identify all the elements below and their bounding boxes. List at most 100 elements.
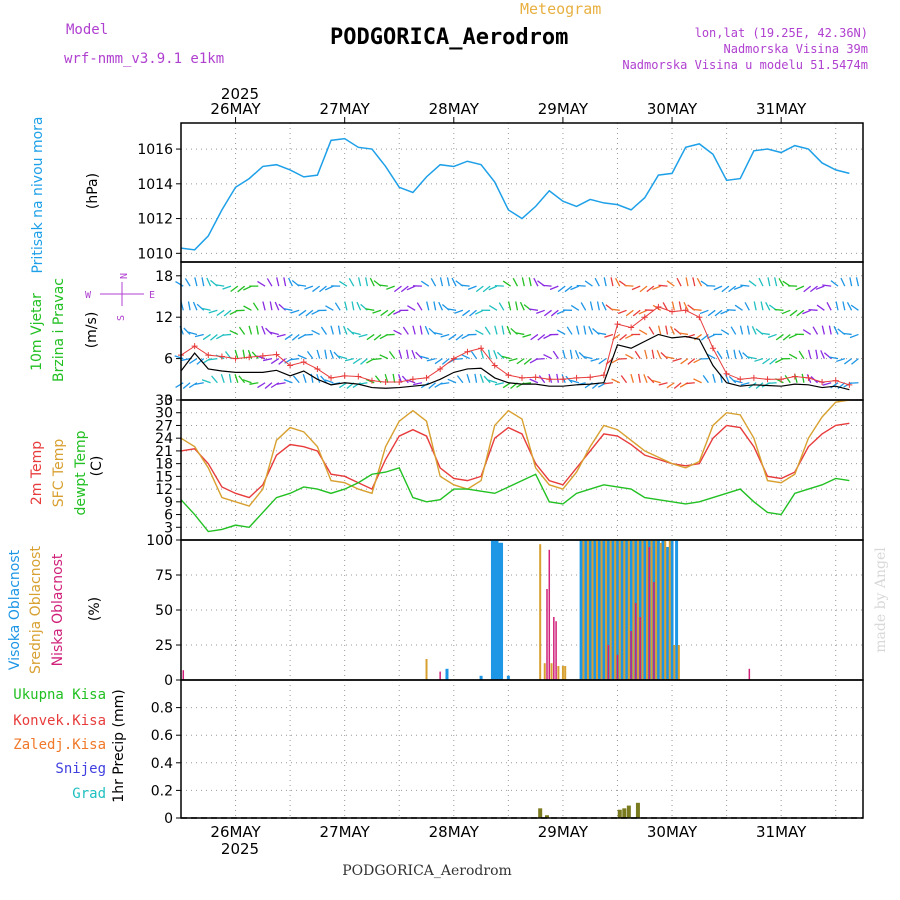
- wind-arrow: [324, 285, 334, 291]
- legend-total-rain: Ukupna Kisa: [13, 687, 106, 703]
- wind-arrow: [366, 333, 375, 341]
- wind-arrow: [469, 309, 477, 317]
- wind-arrow: [446, 277, 450, 287]
- wind-arrow: [658, 284, 668, 287]
- wind-arrow: [305, 309, 314, 317]
- wind-gust-marker: [341, 372, 348, 379]
- top-year-label: 2025: [221, 85, 259, 103]
- date-axes: 26MAY 26MAY 27MAY 27MAY 28MAY 28MAY 29MAY 29MAY…: [210, 100, 807, 841]
- wind-arrow: [639, 285, 648, 293]
- wind-arrow: [434, 358, 443, 365]
- cloud-high-bar: [620, 540, 624, 680]
- wind-arrow: [744, 302, 750, 311]
- wind-arrow: [687, 358, 696, 365]
- wind-arrow: [380, 309, 389, 317]
- temp-sfc-line: [180, 399, 850, 507]
- wind-arrow: [426, 357, 436, 362]
- wind-arrow: [243, 285, 252, 291]
- wind-arrow: [782, 333, 791, 341]
- wind-arrow: [211, 375, 218, 384]
- temp-ytick-label: 9: [164, 495, 173, 511]
- compass-n: N: [119, 273, 130, 279]
- wind-arrow: [712, 373, 716, 383]
- wind-arrow: [304, 285, 314, 290]
- wind-arrow: [344, 357, 354, 362]
- wind-arrow: [557, 285, 566, 293]
- wind-arrow: [346, 327, 355, 335]
- wind-arrow: [821, 325, 825, 335]
- wind-arrow: [588, 325, 594, 335]
- precip-panel: 0 0.2 0.4 0.6 0.8: [151, 679, 864, 827]
- wind-arrow: [276, 333, 286, 338]
- wind-arrow: [453, 357, 463, 361]
- wind-arrow: [583, 355, 593, 360]
- lonlat-label: lon,lat (19.25E, 42.36N): [695, 26, 868, 40]
- wind-arrow: [194, 382, 204, 386]
- wind-gust-marker: [519, 374, 525, 381]
- wind-arrow: [583, 325, 587, 335]
- wind-arrow: [767, 382, 777, 385]
- wind-gust-marker: [191, 343, 198, 350]
- wind-arrow: [406, 349, 409, 359]
- wind-arrow: [215, 284, 225, 287]
- wind-arrow: [419, 325, 423, 335]
- wind-arrow: [660, 352, 668, 360]
- wind-gust-marker: [232, 355, 239, 362]
- wind-arrow: [316, 374, 321, 383]
- wind-arrow: [456, 375, 464, 384]
- wind-arrow: [533, 277, 539, 287]
- wind-arrow: [713, 285, 723, 291]
- wind-arrow: [516, 358, 525, 365]
- station-title: PODGORICA_Aerodrom: [330, 25, 568, 50]
- wind-gust-marker: [723, 370, 730, 377]
- elevation-label: Nadmorska Visina 39m: [724, 42, 869, 56]
- wind-arrow: [192, 301, 198, 311]
- cloud-low-bar: [553, 617, 555, 680]
- wind-arrow: [651, 349, 655, 359]
- wind-arrow: [707, 309, 716, 317]
- wind-arrow: [519, 301, 525, 311]
- wind-arrow: [369, 277, 375, 287]
- wind-gust-marker: [273, 351, 280, 358]
- wind-arrow: [320, 375, 327, 384]
- wind-arrow: [508, 357, 518, 362]
- wind-arrow: [264, 382, 273, 390]
- wind-arrow: [222, 285, 232, 290]
- wind-arrow: [451, 277, 457, 287]
- wind-arrow: [201, 277, 205, 287]
- top-date-label: 26MAY: [210, 100, 261, 118]
- wind-arrow: [184, 278, 191, 287]
- wind-arrow: [428, 382, 437, 390]
- wind-arrow: [248, 325, 253, 335]
- wind-arrow: [835, 301, 839, 311]
- wind-arrow: [707, 353, 716, 360]
- wind-arrow: [569, 349, 573, 359]
- wind-arrow: [570, 379, 580, 384]
- wind-arrow: [221, 333, 232, 336]
- wind-arrow: [276, 382, 286, 385]
- wind-gust-marker: [246, 354, 253, 361]
- wind-arrow: [692, 277, 696, 287]
- wind-arrow: [658, 382, 668, 386]
- wind-arrow: [751, 326, 757, 335]
- wind-arrow: [266, 278, 273, 287]
- legend-snow: Snijeg: [55, 761, 106, 777]
- wind-arrow: [420, 280, 430, 287]
- wind-arrow: [807, 349, 812, 359]
- wind-arrow: [466, 373, 471, 383]
- wind-arrow: [678, 332, 689, 336]
- wind-gust-marker: [218, 353, 225, 360]
- wind-gust-marker: [259, 352, 266, 359]
- wind-arrow: [329, 349, 334, 359]
- top-date-label: 30MAY: [647, 100, 698, 118]
- wind-arrow: [802, 329, 812, 335]
- wind-arrow: [392, 373, 396, 383]
- wind-arrow: [536, 309, 545, 314]
- wind-arrow: [351, 301, 355, 311]
- wind-arrow: [561, 374, 566, 383]
- wind-arrow: [183, 327, 191, 335]
- wind-arrow: [666, 280, 675, 287]
- wind-arrow: [290, 357, 300, 361]
- pressure-ytick-label: 1010: [137, 246, 173, 262]
- wind-arrow: [290, 309, 300, 314]
